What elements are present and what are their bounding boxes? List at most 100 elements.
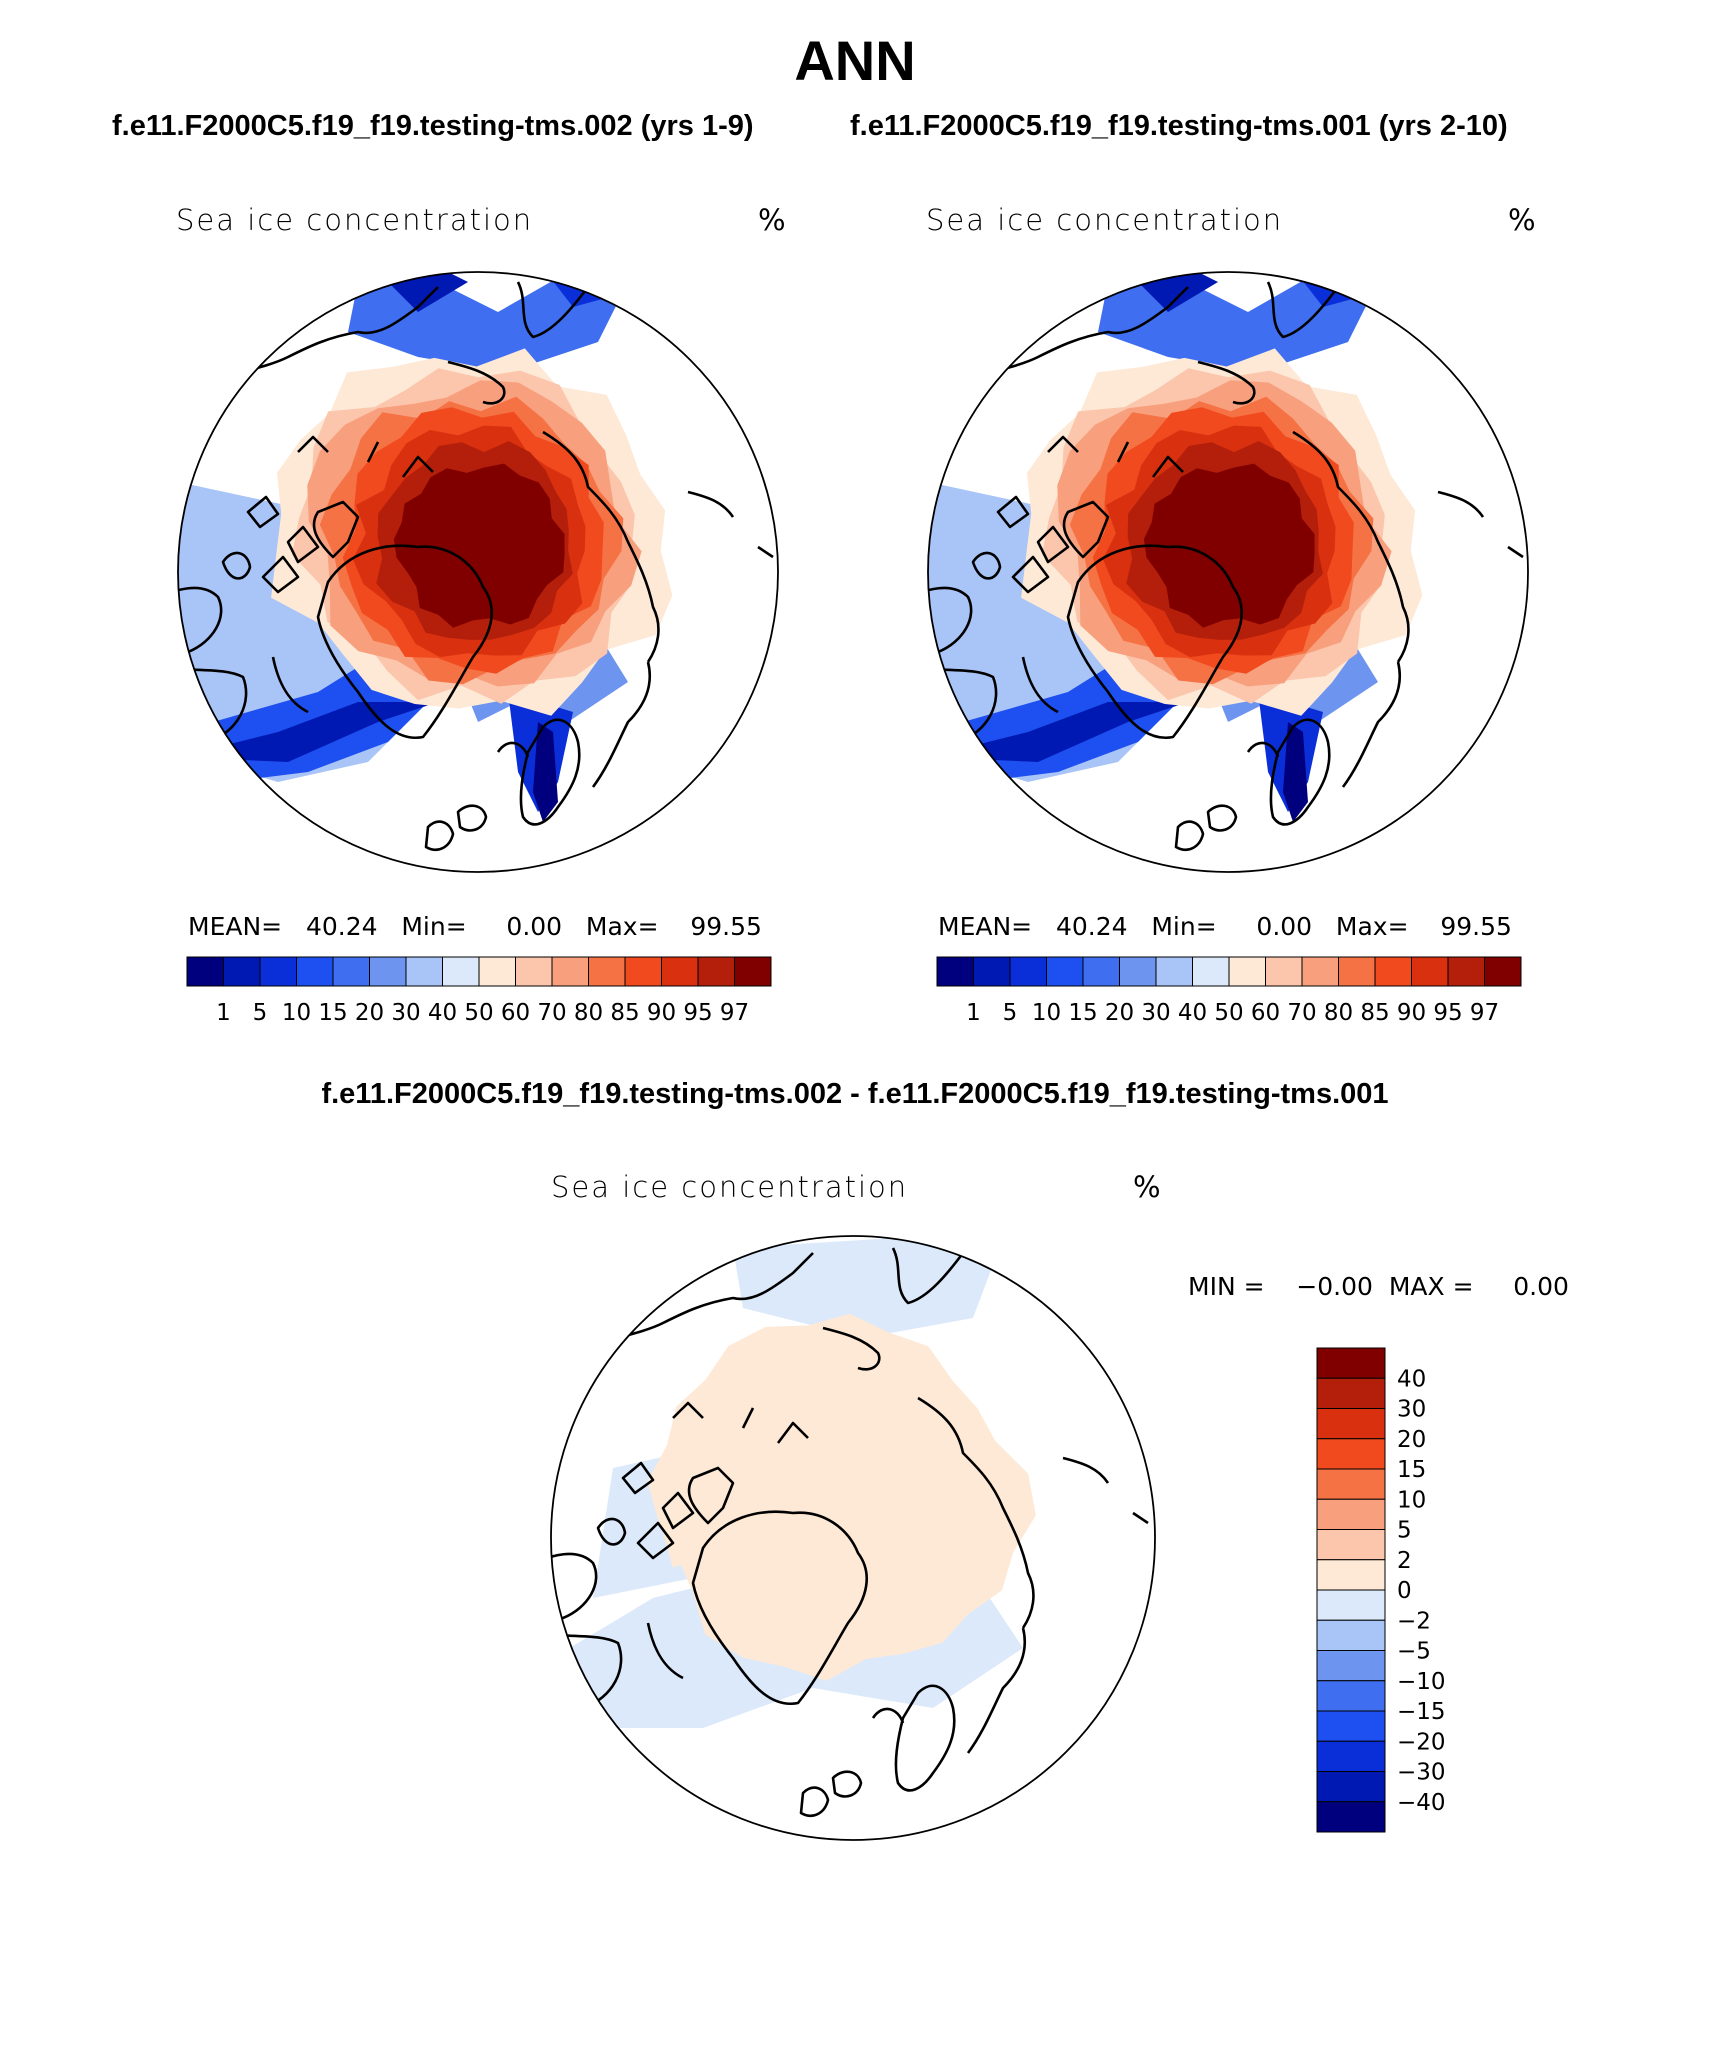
right-colorbar-box [973,956,1011,987]
right-colorbar-box [1119,956,1157,987]
diff-colorbar-box [1316,1468,1386,1500]
left-colorbar-box [332,956,370,987]
left-colorbar-box [405,956,443,987]
diff-colorbar-tick-label: 10 [1397,1487,1426,1513]
right-colorbar-tick-label: 70 [1287,1000,1316,1026]
left-colorbar-tick-label: 50 [464,1000,493,1026]
case1-title: f.e11.F2000C5.f19_f19.testing-tms.002 (y… [112,110,754,142]
left-colorbar-box [223,956,261,987]
left-colorbar-box [478,956,516,987]
left-colorbar-tick-label: 10 [282,1000,311,1026]
right-ice-zone [1283,722,1308,822]
diff-colorbar-box [1316,1559,1386,1591]
left-colorbar-box [259,956,297,987]
right-colorbar-tick-label: 20 [1105,1000,1134,1026]
right-colorbar-tick-label: 50 [1214,1000,1243,1026]
right-colorbar-tick-label: 85 [1360,1000,1389,1026]
diff-ice-zone [733,1238,1003,1338]
left-colorbar-tick-label: 40 [428,1000,457,1026]
diff-colorbar-box [1316,1740,1386,1772]
left-colorbar-tick-label: 15 [318,1000,347,1026]
diff-pack-zone [653,1478,743,1568]
left-colorbar: 1 5 10 15 20 30 40 50 60 70 80 85 90 95 97 [186,956,772,1026]
left-colorbar-box [697,956,735,987]
right-pack-contour [1143,463,1315,628]
diff-colorbar-tick-label: 2 [1397,1548,1412,1574]
right-colorbar-tick-label: 30 [1141,1000,1170,1026]
figure-title: ANN [794,29,916,92]
diff-colorbar-tick-label: −20 [1397,1729,1446,1755]
right-colorbar-tick-label: 15 [1068,1000,1097,1026]
left-colorbar-tick-label: 30 [391,1000,420,1026]
right-colorbar: 1 5 10 15 20 30 40 50 60 70 80 85 90 95 97 [936,956,1522,1026]
left-map-boundary [177,271,779,873]
diff-panel-minmax: MIN = −0.00 MAX = 0.00 [1188,1272,1569,1301]
diff-colorbar-tick-label: −40 [1397,1790,1446,1816]
left-colorbar-box [296,956,334,987]
right-colorbar-tick-label: 95 [1433,1000,1462,1026]
right-colorbar-tick-label: 1 [966,1000,981,1026]
right-colorbar-box [1192,956,1230,987]
left-colorbar-tick-label: 5 [253,1000,268,1026]
diff-colorbar-box [1316,1619,1386,1651]
left-colorbar-tick-label: 80 [574,1000,603,1026]
diff-panel-units-label: % [1133,1170,1161,1204]
right-colorbar-box [1301,956,1339,987]
diff-colorbar-tick-label: 30 [1397,1397,1426,1423]
right-colorbar-tick-label: 5 [1003,1000,1018,1026]
diff-colorbar-tick-label: 5 [1397,1518,1412,1544]
diff-colorbar-tick-label: 0 [1397,1578,1412,1604]
diff-colorbar-box [1316,1771,1386,1803]
difference-title: f.e11.F2000C5.f19_f19.testing-tms.002 - … [321,1078,1389,1110]
left-colorbar-box [369,956,407,987]
left-panel-variable-label: Sea ice concentration [176,203,534,237]
left-panel-stats: MEAN= 40.24 Min= 0.00 Max= 99.55 [188,912,762,941]
left-colorbar-tick-label: 85 [610,1000,639,1026]
diff-colorbar-box [1316,1710,1386,1742]
right-panel-units-label: % [1508,203,1536,237]
right-ice-zone [1098,272,1378,372]
right-colorbar-tick-label: 60 [1251,1000,1280,1026]
right-colorbar-box [1265,956,1303,987]
left-colorbar-box [624,956,662,987]
right-ice-zone [1128,272,1218,312]
right-colorbar-box [936,956,974,987]
diff-pack-zone [647,1313,1036,1681]
left-colorbar-box [442,956,480,987]
left-colorbar-tick-label: 95 [683,1000,712,1026]
left-colorbar-box [661,956,699,987]
diff-colorbar-tick-label: −10 [1397,1669,1446,1695]
case2-title: f.e11.F2000C5.f19_f19.testing-tms.001 (y… [850,110,1508,142]
diff-colorbar-tick-label: −15 [1397,1699,1446,1725]
left-colorbar-box [551,956,589,987]
diff-panel-variable-label: Sea ice concentration [551,1170,909,1204]
diff-colorbar-tick-label: 40 [1397,1366,1426,1392]
diff-colorbar-tick-label: −5 [1397,1639,1431,1665]
left-colorbar-box [186,956,224,987]
right-panel-variable-label: Sea ice concentration [926,203,1284,237]
diff-colorbar-tick-label: 20 [1397,1427,1426,1453]
right-map-boundary [927,271,1529,873]
left-colorbar-tick-label: 1 [216,1000,231,1026]
left-colorbar-box [588,956,626,987]
right-colorbar-tick-label: 40 [1178,1000,1207,1026]
right-ice-zone [928,702,1188,762]
diff-colorbar-box [1316,1438,1386,1470]
right-colorbar-box [1082,956,1120,987]
difference-ice-map [550,1235,1156,1841]
right-colorbar-box [1046,956,1084,987]
right-colorbar-tick-label: 80 [1324,1000,1353,1026]
diff-colorbar-box [1316,1529,1386,1561]
right-colorbar-tick-label: 90 [1397,1000,1426,1026]
right-colorbar-box [1447,956,1485,987]
diff-colorbar-tick-label: 15 [1397,1457,1426,1483]
right-colorbar-box [1484,956,1522,987]
diff-colorbar-box [1316,1408,1386,1440]
left-ice-zone [378,272,468,312]
diff-colorbar-tick-label: −2 [1397,1608,1431,1634]
diff-colorbar-box [1316,1377,1386,1409]
right-panel-stats: MEAN= 40.24 Min= 0.00 Max= 99.55 [938,912,1512,941]
left-colorbar-tick-label: 97 [720,1000,749,1026]
left-pack-contour [393,463,565,628]
